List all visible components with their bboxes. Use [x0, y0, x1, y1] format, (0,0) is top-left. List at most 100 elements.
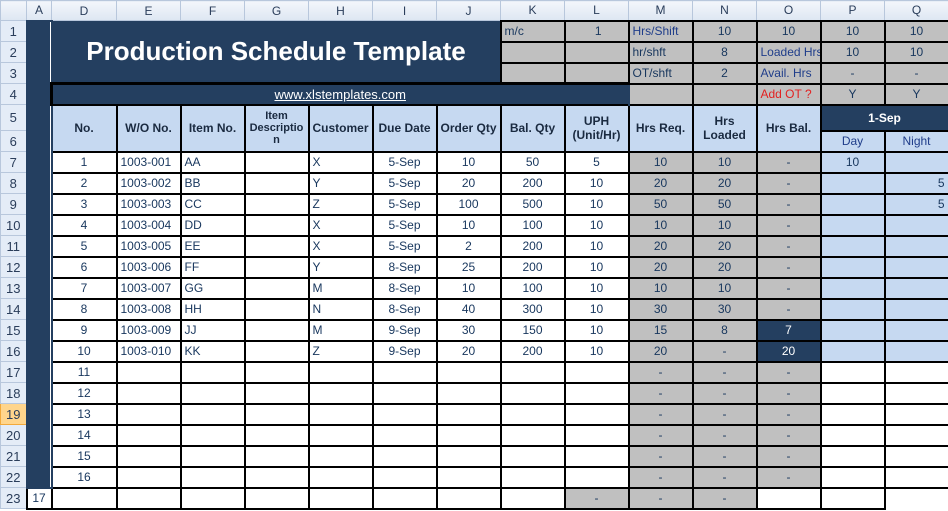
- hrs-bal-cell[interactable]: -: [755, 213, 822, 237]
- column-header-a[interactable]: A: [26, 0, 52, 21]
- item-cell[interactable]: [179, 402, 246, 426]
- hrs-req-cell[interactable]: -: [627, 360, 694, 384]
- bal-qty-cell[interactable]: 150: [499, 318, 566, 342]
- no-cell[interactable]: 10: [50, 339, 118, 363]
- wo-cell[interactable]: 1003-010: [115, 339, 182, 363]
- cell-q2[interactable]: 10: [883, 40, 948, 64]
- hrs-bal-cell[interactable]: -: [755, 276, 822, 300]
- due-date-cell[interactable]: [371, 360, 438, 384]
- item-cell[interactable]: [115, 486, 182, 510]
- row-header-18[interactable]: 18: [0, 382, 27, 404]
- day-cell[interactable]: [819, 423, 886, 447]
- bal-qty-cell[interactable]: 100: [499, 276, 566, 300]
- due-date-cell[interactable]: 5-Sep: [371, 213, 438, 237]
- row-header-9[interactable]: 9: [0, 193, 27, 215]
- cell-p2[interactable]: 10: [819, 40, 886, 64]
- item-cell[interactable]: [179, 423, 246, 447]
- night-cell[interactable]: [883, 318, 948, 342]
- hrs-shift-label[interactable]: Hrs/Shift: [627, 19, 694, 43]
- customer-cell[interactable]: M: [307, 318, 374, 342]
- item-cell[interactable]: EE: [179, 234, 246, 258]
- no-cell[interactable]: 4: [50, 213, 118, 237]
- hrs-req-cell[interactable]: 10: [627, 276, 694, 300]
- header-no[interactable]: No.: [50, 103, 118, 153]
- cell-n4[interactable]: [691, 82, 758, 106]
- bal-qty-cell[interactable]: [499, 423, 566, 447]
- cell-m4[interactable]: [627, 82, 694, 106]
- due-date-cell[interactable]: 5-Sep: [371, 171, 438, 195]
- customer-cell[interactable]: [307, 402, 374, 426]
- row-header-3[interactable]: 3: [0, 62, 27, 84]
- due-date-cell[interactable]: [371, 444, 438, 468]
- item-cell[interactable]: [179, 465, 246, 489]
- bal-qty-cell[interactable]: 500: [499, 192, 566, 216]
- description-cell[interactable]: [179, 486, 246, 510]
- uph-cell[interactable]: [563, 381, 630, 405]
- no-cell[interactable]: 7: [50, 276, 118, 300]
- wo-cell[interactable]: [50, 486, 118, 510]
- customer-cell[interactable]: [243, 486, 310, 510]
- hrs-req-cell[interactable]: -: [627, 444, 694, 468]
- day-cell[interactable]: 10: [819, 150, 886, 174]
- due-date-cell[interactable]: [371, 381, 438, 405]
- column-header-p[interactable]: P: [820, 0, 885, 21]
- column-header-q[interactable]: Q: [884, 0, 948, 21]
- description-cell[interactable]: [243, 318, 310, 342]
- order-qty-cell[interactable]: [435, 402, 502, 426]
- item-cell[interactable]: FF: [179, 255, 246, 279]
- column-header-n[interactable]: N: [692, 0, 757, 21]
- hrs-loaded-cell[interactable]: 50: [691, 192, 758, 216]
- customer-cell[interactable]: [307, 381, 374, 405]
- customer-cell[interactable]: Z: [307, 192, 374, 216]
- description-cell[interactable]: [243, 276, 310, 300]
- bal-qty-cell[interactable]: [435, 486, 502, 510]
- hrs-loaded-cell[interactable]: -: [627, 486, 694, 510]
- no-cell[interactable]: 9: [50, 318, 118, 342]
- wo-cell[interactable]: 1003-001: [115, 150, 182, 174]
- item-cell[interactable]: JJ: [179, 318, 246, 342]
- day-cell[interactable]: [819, 192, 886, 216]
- item-cell[interactable]: [179, 444, 246, 468]
- night-cell[interactable]: [883, 423, 948, 447]
- header-customer[interactable]: Customer: [307, 103, 374, 153]
- item-cell[interactable]: DD: [179, 213, 246, 237]
- header-hrs-loaded[interactable]: Hrs Loaded: [691, 103, 758, 153]
- day-cell[interactable]: [819, 402, 886, 426]
- description-cell[interactable]: [243, 192, 310, 216]
- ot-shft-value[interactable]: 2: [691, 61, 758, 85]
- no-cell[interactable]: 14: [50, 423, 118, 447]
- row-header-12[interactable]: 12: [0, 256, 27, 278]
- mc-label[interactable]: m/c: [499, 19, 566, 43]
- row-header-7[interactable]: 7: [0, 151, 27, 173]
- order-qty-cell[interactable]: [435, 423, 502, 447]
- uph-cell[interactable]: 10: [563, 339, 630, 363]
- no-cell[interactable]: 11: [50, 360, 118, 384]
- hrs-bal-cell[interactable]: -: [755, 234, 822, 258]
- hrs-bal-cell[interactable]: -: [755, 381, 822, 405]
- hrs-loaded-cell[interactable]: 10: [691, 213, 758, 237]
- wo-cell[interactable]: [115, 381, 182, 405]
- day-cell[interactable]: [755, 486, 822, 510]
- night-cell[interactable]: 5: [883, 171, 948, 195]
- bal-qty-cell[interactable]: 50: [499, 150, 566, 174]
- hrs-loaded-cell[interactable]: 8: [691, 318, 758, 342]
- header-day[interactable]: Day: [819, 129, 886, 153]
- row-header-15[interactable]: 15: [0, 319, 27, 341]
- row-header-22[interactable]: 22: [0, 466, 27, 488]
- bal-qty-cell[interactable]: 200: [499, 255, 566, 279]
- due-date-cell[interactable]: [371, 465, 438, 489]
- no-cell[interactable]: 15: [50, 444, 118, 468]
- night-cell[interactable]: [883, 339, 948, 363]
- order-qty-cell[interactable]: 25: [435, 255, 502, 279]
- due-date-cell[interactable]: 5-Sep: [371, 192, 438, 216]
- bal-qty-cell[interactable]: 300: [499, 297, 566, 321]
- hrs-req-cell[interactable]: 20: [627, 171, 694, 195]
- customer-cell[interactable]: X: [307, 213, 374, 237]
- add-ot-label[interactable]: Add OT ?: [755, 82, 822, 106]
- header-due-date[interactable]: Due Date: [371, 103, 438, 153]
- hrs-loaded-cell[interactable]: 20: [691, 171, 758, 195]
- hrs-req-cell[interactable]: 15: [627, 318, 694, 342]
- no-cell[interactable]: 17: [25, 486, 53, 510]
- bal-qty-cell[interactable]: 200: [499, 171, 566, 195]
- column-header-j[interactable]: J: [436, 0, 501, 21]
